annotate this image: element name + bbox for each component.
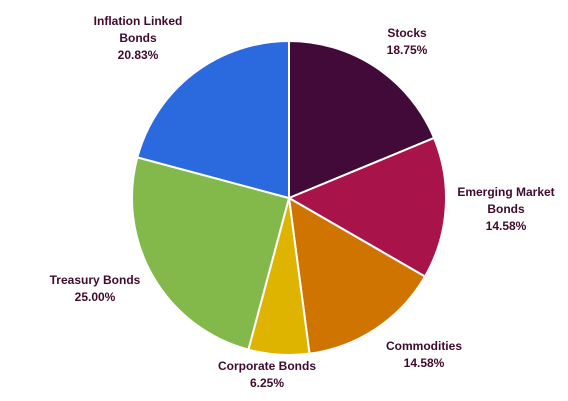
- pie-slice-stocks: [288, 40, 436, 199]
- slice-label-corporate-bonds: Corporate Bonds 6.25%: [218, 359, 316, 390]
- pie-slice-inflation-linked-bonds: [136, 40, 290, 199]
- pie-slices: [130, 40, 448, 356]
- pie-labels: Stocks 18.75% Emerging Market Bonds 14.58% Co…: [50, 14, 555, 390]
- slice-label-treasury-bonds: Treasury Bonds 25.00%: [50, 273, 141, 304]
- pie-slice-commodities: [288, 197, 426, 355]
- slice-label-inflation-linked-bonds: Inflation Linked Bonds 20.83%: [94, 14, 183, 62]
- slice-label-emerging-market-bonds: Emerging Market Bonds 14.58%: [457, 185, 554, 233]
- pie-slice-emerging-market-bonds: [288, 136, 448, 278]
- pie-slice-treasury-bonds: [130, 156, 290, 351]
- slice-label-commodities: Commodities 14.58%: [386, 339, 462, 370]
- slice-label-stocks: Stocks 18.75%: [387, 26, 428, 57]
